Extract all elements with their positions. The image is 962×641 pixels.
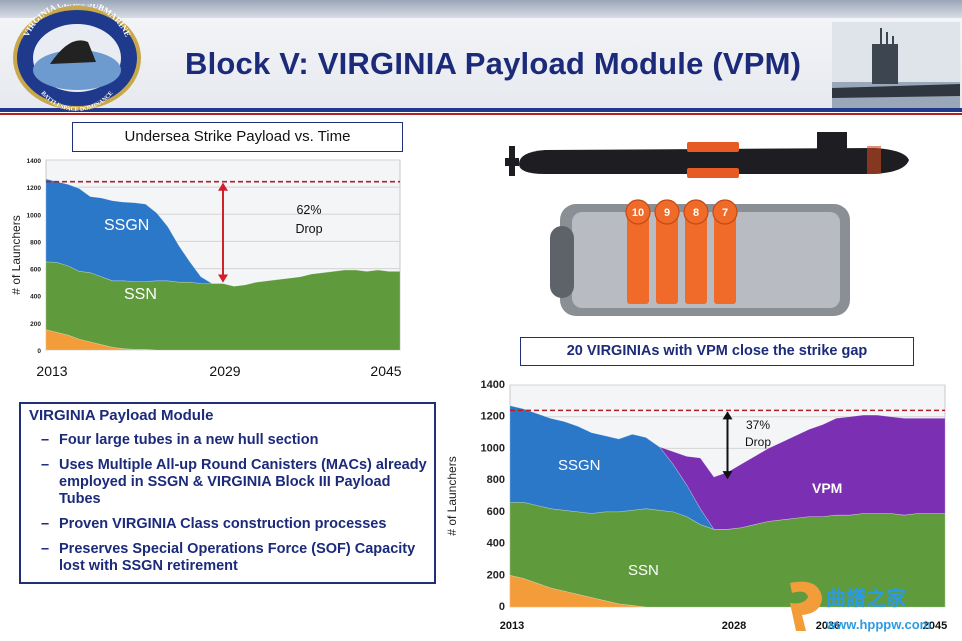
y-tick-label: 0 [499, 601, 505, 613]
vpm-bullet-text: Uses Multiple All-up Round Canisters (MA… [59, 457, 427, 507]
chart-annotation: SSGN [104, 217, 149, 234]
watermark-chars: 曲譜之家 [826, 586, 907, 610]
chart-annotation: SSN [628, 562, 659, 579]
module-tube [656, 210, 678, 304]
y-axis-label: # of Launchers [445, 456, 459, 535]
site-watermark: 曲譜之家 www.hpppw.com [790, 581, 931, 632]
y-tick-label: 800 [30, 239, 41, 246]
chart-annotation: 37% [746, 418, 770, 432]
header-rule-accent [0, 113, 962, 115]
vpm-bullet-text: Preserves Special Operations Force (SOF)… [59, 541, 416, 574]
series-area-ssn [45, 261, 401, 351]
vpm-info-box: VIRGINIA Payload Module – Four large tube… [19, 402, 436, 584]
y-tick-label: 1000 [481, 442, 505, 454]
module-tube-number: 9 [664, 207, 670, 219]
vpm-bullet-text: Four large tubes in a new hull section [59, 432, 319, 448]
vpm-bullet-list: – Four large tubes in a new hull section … [35, 432, 430, 583]
top-bar [0, 0, 962, 18]
slide-header [0, 18, 962, 110]
module-tube-cap [625, 199, 651, 225]
module-tube-cap [683, 199, 709, 225]
vpm-module-cutaway: 10 9 8 7 [550, 199, 850, 316]
chart-annotation: SSN [124, 286, 157, 303]
y-tick-label: 600 [487, 506, 505, 518]
x-tick-label: 2013 [36, 363, 67, 378]
series-area-vpm [509, 405, 946, 530]
vpm-bullet: – Preserves Special Operations Force (SOF… [41, 541, 416, 574]
module-tube-cap [712, 199, 738, 225]
vpm-bullet: – Uses Multiple All-up Round Canisters (M… [41, 457, 427, 507]
chart-annotation: Drop [295, 222, 322, 236]
module-tube-number: 10 [632, 207, 644, 219]
x-tick-label: 2029 [209, 363, 240, 378]
vpm-bullet-text: Proven VIRGINIA Class construction proce… [59, 516, 387, 532]
gap-arrow-head [218, 274, 228, 283]
virginia-submarine-illustration [505, 132, 909, 178]
module-tube [685, 210, 707, 304]
y-tick-label: 1200 [481, 411, 505, 423]
module-tube-number: 8 [693, 207, 699, 219]
y-tick-label: 1000 [27, 212, 42, 219]
module-tube [714, 210, 736, 304]
y-tick-label: 1200 [27, 185, 42, 192]
x-tick-label: 2045 [923, 620, 947, 632]
x-tick-label: 2028 [722, 620, 746, 632]
x-tick-label: 2013 [500, 620, 524, 632]
chart-annotation: SSGN [558, 457, 601, 474]
y-tick-label: 1400 [27, 158, 42, 165]
y-tick-label: 200 [30, 321, 41, 328]
y-tick-label: 0 [37, 348, 41, 355]
y-tick-label: 1400 [481, 379, 505, 391]
chart2-title-box: 20 VIRGINIAs with VPM close the strike g… [520, 337, 914, 366]
watermark-logo-icon [790, 581, 822, 631]
gap-arrow-head [218, 182, 228, 191]
y-tick-label: 800 [487, 474, 505, 486]
watermark-url: www.hpppw.com [825, 617, 931, 632]
virginia-class-logo: VIRGINIA CLASS SUBMARINE BATTLESPACE DOM… [13, 4, 141, 112]
slide-title: Block V: VIRGINIA Payload Module (VPM) [185, 46, 802, 81]
module-tube [627, 210, 649, 304]
vpm-bullet: – Proven VIRGINIA Class construction proc… [41, 516, 387, 532]
vpm-bullet: – Four large tubes in a new hull section [41, 432, 319, 448]
module-tube-number: 7 [722, 207, 728, 219]
series-area-ssgn [45, 178, 400, 287]
y-tick-label: 400 [30, 294, 41, 301]
vpm-strike-gap-chart: 0 200 400 600 800 1000 1200 1400 SSGN SSN VPM 37% Dr… [445, 379, 947, 632]
gap-arrow-head [722, 471, 733, 480]
vpm-heading: VIRGINIA Payload Module [29, 407, 214, 424]
module-tube-cap [654, 199, 680, 225]
x-tick-label: 2045 [370, 363, 401, 378]
submarine-photo [832, 22, 960, 108]
x-tick-label: 2036 [816, 620, 840, 632]
series-area-ssgn [509, 405, 945, 530]
strike-payload-chart: 0 200 400 600 800 1000 1200 1400 SSGN SSN 62% Drop #… [12, 158, 402, 378]
chart1-title-box: Undersea Strike Payload vs. Time [72, 122, 403, 152]
y-axis-label: # of Launchers [12, 215, 23, 294]
chart2-title: 20 VIRGINIAs with VPM close the strike g… [566, 343, 868, 359]
y-tick-label: 400 [487, 538, 505, 550]
chart-annotation: VPM [812, 480, 842, 496]
header-rule [0, 108, 962, 112]
y-tick-label: 600 [30, 267, 41, 274]
gap-arrow-head [722, 411, 733, 420]
y-tick-label: 200 [487, 569, 505, 581]
chart1-title: Undersea Strike Payload vs. Time [124, 128, 351, 145]
chart-annotation: 62% [296, 203, 321, 217]
chart-annotation: Drop [745, 435, 771, 449]
